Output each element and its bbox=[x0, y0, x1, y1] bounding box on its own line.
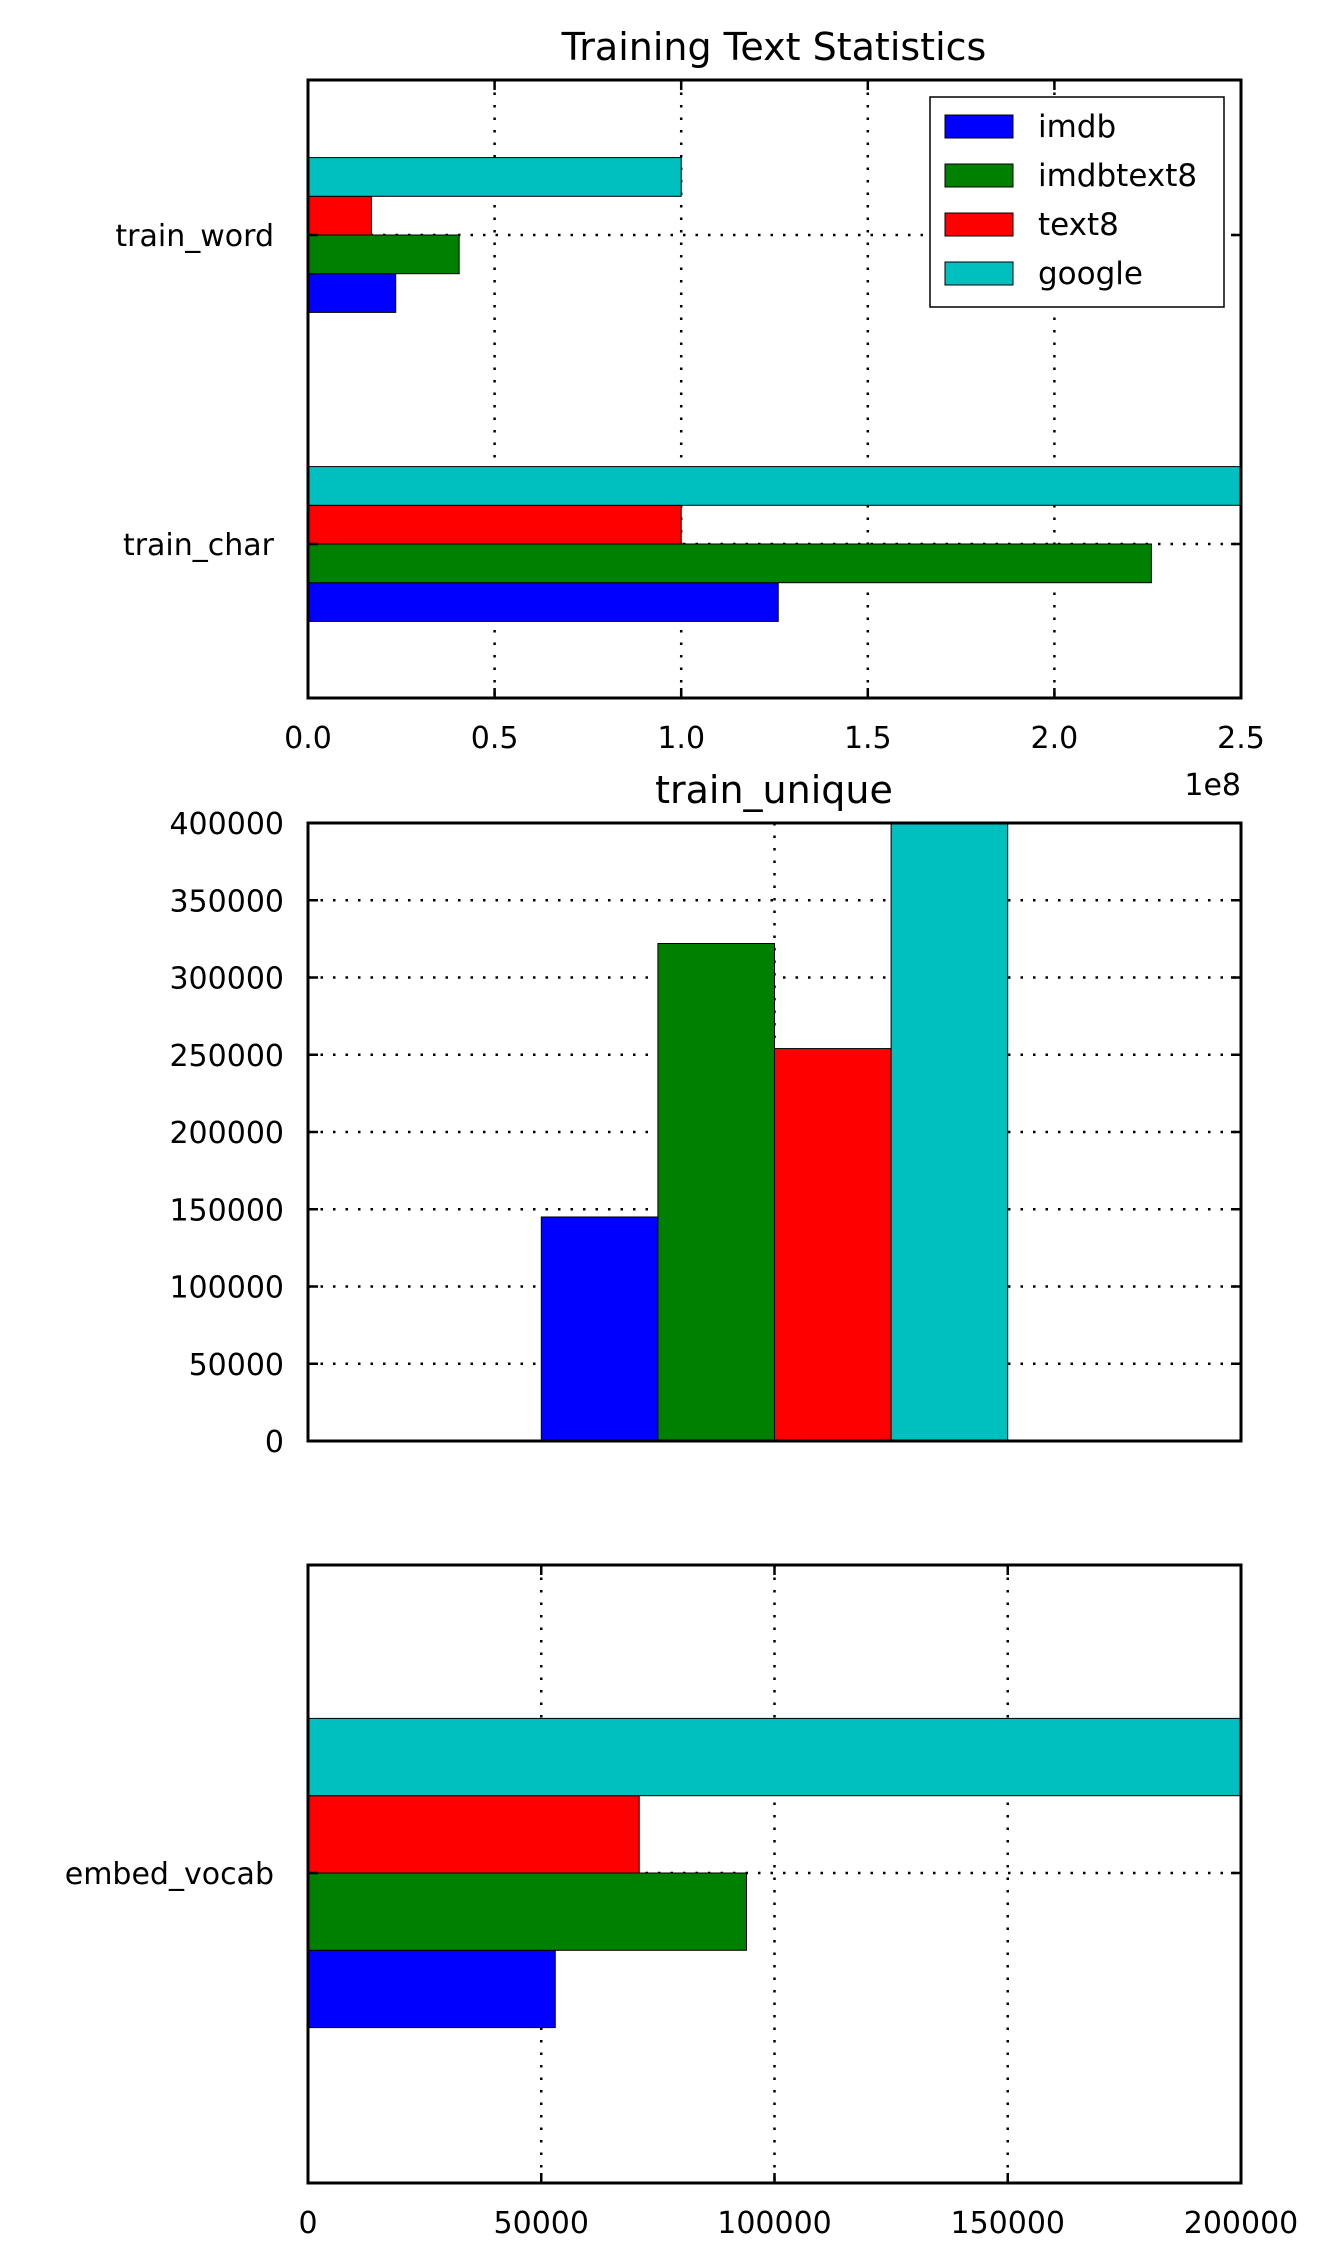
training-text-chart: 0.0 0.5 1.0 1.5 2.0 2.5 train_word train_char T… bbox=[115, 25, 1264, 803]
x-axis-offset-label: 1e8 bbox=[1184, 768, 1241, 803]
bar-train-unique-imdb bbox=[540, 1216, 659, 1442]
y-tick-label: 350000 bbox=[169, 884, 284, 919]
bar-embed-vocab-google bbox=[307, 1717, 1242, 1797]
bar-train-word-google bbox=[307, 157, 682, 197]
bar-train-word-text8 bbox=[307, 195, 372, 236]
training-text-title: Training Text Statistics bbox=[561, 25, 987, 69]
y-tick-label: 150000 bbox=[169, 1193, 284, 1228]
legend-label-text8: text8 bbox=[1038, 207, 1119, 243]
x-tick-label: 100000 bbox=[717, 2206, 832, 2241]
y-tick-label: 50000 bbox=[189, 1348, 284, 1383]
legend: imdb imdbtext8 text8 google bbox=[929, 96, 1225, 308]
category-label-train-char: train_char bbox=[123, 528, 275, 563]
legend-label-google: google bbox=[1038, 256, 1143, 292]
category-label-embed-vocab: embed_vocab bbox=[65, 1857, 274, 1892]
embed-vocab-chart: 0 50000 100000 150000 200000 embed_vocab bbox=[65, 1563, 1299, 2241]
bar-embed-vocab-text8 bbox=[307, 1795, 640, 1874]
x-tick-label: 1.0 bbox=[657, 721, 705, 756]
bar-train-unique-text8 bbox=[774, 1048, 892, 1442]
category-label-train-word: train_word bbox=[115, 219, 274, 254]
y-tick-label: 0 bbox=[265, 1425, 284, 1460]
legend-label-imdbtext8: imdbtext8 bbox=[1038, 158, 1197, 194]
train-unique-chart: 0 50000 100000 150000 200000 250000 300000 3500… bbox=[169, 768, 1243, 1460]
x-tick-label: 0.0 bbox=[284, 721, 332, 756]
bar-embed-vocab-imdb bbox=[307, 1949, 556, 2029]
x-tick-label: 0 bbox=[298, 2206, 317, 2241]
x-tick-label: 0.5 bbox=[471, 721, 519, 756]
x-tick-label: 50000 bbox=[494, 2206, 589, 2241]
legend-swatch-imdb bbox=[944, 114, 1014, 139]
bar-train-word-imdbtext8 bbox=[307, 234, 460, 275]
legend-swatch-imdbtext8 bbox=[944, 163, 1014, 188]
bar-train-char-text8 bbox=[307, 504, 682, 545]
x-tick-label: 2.5 bbox=[1217, 721, 1265, 756]
bar-train-word-imdb bbox=[307, 273, 397, 313]
y-tick-label: 200000 bbox=[169, 1116, 284, 1151]
y-tick-label: 250000 bbox=[169, 1039, 284, 1074]
bar-train-char-imdb bbox=[307, 582, 779, 622]
bar-train-char-imdbtext8 bbox=[307, 543, 1152, 584]
bar-train-unique-google bbox=[890, 822, 1009, 1442]
x-tick-label: 2.0 bbox=[1031, 721, 1079, 756]
legend-swatch-text8 bbox=[944, 212, 1014, 237]
x-tick-label: 1.5 bbox=[844, 721, 892, 756]
x-tick-label: 150000 bbox=[950, 2206, 1065, 2241]
legend-label-imdb: imdb bbox=[1038, 109, 1116, 145]
y-tick-label: 400000 bbox=[169, 807, 284, 842]
legend-swatch-google bbox=[944, 261, 1014, 286]
bar-train-unique-imdbtext8 bbox=[657, 943, 776, 1442]
training-text-plot-frame bbox=[306, 78, 1243, 700]
bar-embed-vocab-imdbtext8 bbox=[307, 1872, 748, 1951]
y-tick-label: 300000 bbox=[169, 962, 284, 997]
y-tick-label: 100000 bbox=[169, 1271, 284, 1306]
bar-train-char-google bbox=[307, 466, 1242, 506]
x-tick-label: 200000 bbox=[1184, 2206, 1299, 2241]
train-unique-title: train_unique bbox=[655, 768, 893, 812]
